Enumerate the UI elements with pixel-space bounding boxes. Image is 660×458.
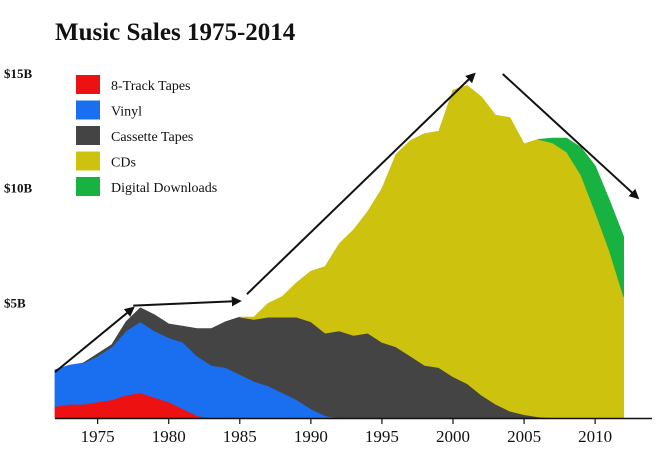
trend-arrow [133, 296, 242, 307]
trend-arrow [246, 72, 476, 295]
trend-arrows [54, 72, 640, 373]
x-tick-label: 1985 [223, 427, 257, 446]
trend-arrow [54, 306, 135, 373]
y-axis-ticks: $5B $10B $15B [4, 66, 33, 310]
legend-swatch [76, 151, 100, 171]
x-tick-label: 2005 [507, 427, 541, 446]
x-tick-label: 1990 [294, 427, 328, 446]
x-tick-label: 1980 [152, 427, 186, 446]
legend-label: 8-Track Tapes [111, 79, 191, 94]
x-tick-label: 1975 [81, 427, 115, 446]
legend-label: Digital Downloads [111, 181, 217, 196]
legend-label: Vinyl [111, 105, 142, 120]
chart-title: Music Sales 1975-2014 [55, 19, 296, 46]
x-tick-label: 2010 [578, 427, 612, 446]
x-tick-label: 1995 [365, 427, 399, 446]
legend-label: Cassette Tapes [111, 130, 193, 145]
x-tick-label: 2000 [436, 427, 470, 446]
y-tick-label: $15B [4, 66, 33, 81]
y-tick-label: $5B [4, 295, 26, 310]
legend: 8-Track Tapes Vinyl Cassette Tapes CDs Digit… [76, 75, 217, 196]
legend-swatch [76, 75, 100, 94]
x-axis: 1975 1980 1985 1990 1995 2000 2005 2010 [55, 417, 652, 446]
legend-swatch [76, 126, 100, 145]
area-cds [239, 85, 624, 419]
legend-swatch [76, 177, 100, 196]
area-digital-downloads [537, 137, 624, 297]
y-tick-label: $10B [4, 181, 33, 196]
legend-label: CDs [111, 156, 136, 171]
legend-swatch [76, 100, 100, 120]
stacked-areas [54, 85, 624, 419]
trend-arrow [502, 73, 640, 200]
